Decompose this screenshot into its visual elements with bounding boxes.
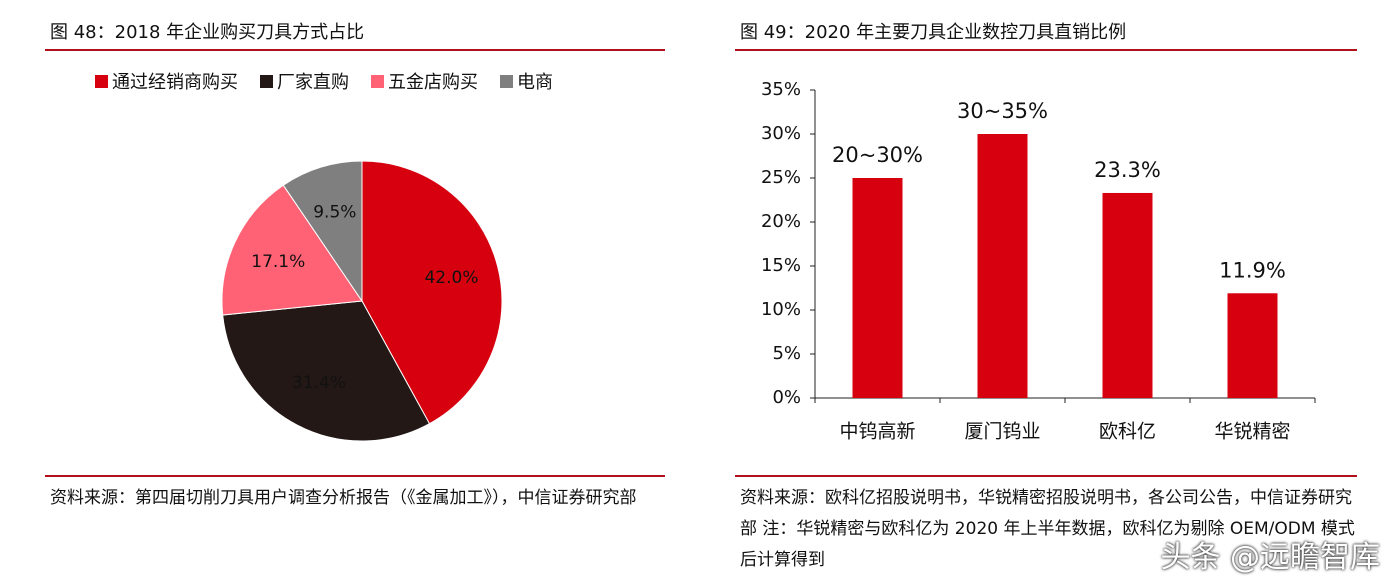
pie-slice <box>221 184 363 316</box>
y-tick-label: 30% <box>761 123 801 144</box>
data-label: 20~30% <box>832 143 923 167</box>
legend-label: 厂家直购 <box>277 72 349 93</box>
bar <box>852 178 903 398</box>
data-label: 42.0% <box>424 268 478 288</box>
y-tick-label: 5% <box>772 343 801 364</box>
legend-swatch <box>371 75 384 88</box>
data-label: 9.5% <box>313 203 356 223</box>
legend-label: 电商 <box>517 72 553 93</box>
legend-label: 通过经销商购买 <box>112 72 238 93</box>
x-tick-label: 厦门钨业 <box>964 421 1040 443</box>
data-label: 17.1% <box>251 252 305 272</box>
x-tick-label: 中钨高新 <box>839 421 915 443</box>
legend-label: 五金店购买 <box>388 72 478 93</box>
data-label: 30~35% <box>957 99 1048 123</box>
data-label: 11.9% <box>1219 258 1286 282</box>
y-tick-label: 35% <box>761 79 801 100</box>
bar <box>1227 293 1278 398</box>
chart-title: 图 48：2018 年企业购买刀具方式占比 <box>50 22 364 43</box>
bar <box>977 134 1028 398</box>
pie-slice <box>361 160 503 425</box>
pie-slice <box>282 160 363 303</box>
data-label: 31.4% <box>292 373 346 393</box>
chart-title: 图 49：2020 年主要刀具企业数控刀具直销比例 <box>740 22 1126 43</box>
y-tick-label: 0% <box>772 387 801 408</box>
data-label: 23.3% <box>1094 158 1161 182</box>
y-tick-label: 10% <box>761 299 801 320</box>
source-note: 资料来源：欧科亿招股说明书，华锐精密招股说明书，各公司公告，中信证券研究部 注：… <box>740 488 1355 570</box>
legend-swatch <box>500 75 513 88</box>
x-tick-label: 欧科亿 <box>1099 421 1156 443</box>
watermark: 头条 @远瞻智库 <box>1160 540 1380 575</box>
pie-slice <box>222 300 431 442</box>
y-tick-label: 15% <box>761 255 801 276</box>
legend-swatch <box>95 75 108 88</box>
y-tick-label: 20% <box>761 211 801 232</box>
source-note: 资料来源：第四届切削刀具用户调查分析报告（《金属加工》），中信证券研究部 <box>50 488 637 508</box>
y-tick-label: 25% <box>761 167 801 188</box>
legend-swatch <box>260 75 273 88</box>
x-tick-label: 华锐精密 <box>1214 421 1290 443</box>
bar <box>1102 192 1153 398</box>
